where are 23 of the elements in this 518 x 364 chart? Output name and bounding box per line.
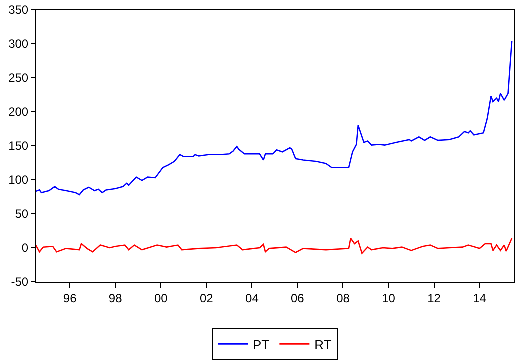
x-tick-label: 08 bbox=[336, 291, 350, 306]
legend-label: RT bbox=[314, 337, 332, 352]
x-tick-label: 04 bbox=[246, 291, 260, 306]
x-tick-label: 14 bbox=[473, 291, 487, 306]
x-tick-label: 06 bbox=[291, 291, 305, 306]
y-tick-label: -50 bbox=[11, 275, 29, 290]
y-tick-label: 150 bbox=[8, 139, 29, 154]
legend-label: PT bbox=[253, 337, 270, 352]
y-tick-label: 0 bbox=[22, 241, 29, 256]
y-tick-label: 100 bbox=[8, 173, 29, 188]
x-tick-label: 02 bbox=[200, 291, 214, 306]
y-tick-label: 250 bbox=[8, 71, 29, 86]
x-tick-label: 96 bbox=[63, 291, 78, 306]
y-tick-label: 350 bbox=[8, 3, 29, 18]
line-series bbox=[36, 238, 513, 254]
line-series bbox=[36, 40, 513, 196]
y-tick-label: 300 bbox=[8, 37, 29, 52]
y-tick-label: 200 bbox=[8, 105, 29, 120]
x-tick-label: 98 bbox=[108, 291, 123, 306]
y-tick-label: 50 bbox=[15, 207, 29, 222]
x-tick-label: 00 bbox=[154, 291, 168, 306]
x-tick-label: 12 bbox=[428, 291, 442, 306]
x-tick-label: 10 bbox=[382, 291, 396, 306]
